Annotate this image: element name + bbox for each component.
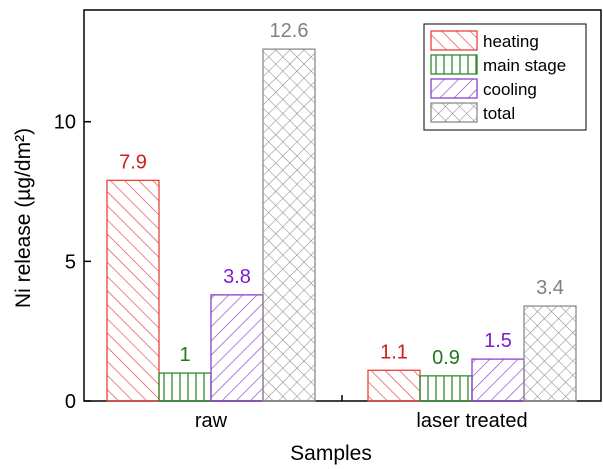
bars-group <box>106 48 577 402</box>
data-label: 3.8 <box>223 266 251 288</box>
data-label: 7.9 <box>119 151 147 173</box>
bar-heating-laser-treated <box>367 369 421 402</box>
y-tick-label: 10 <box>54 112 76 134</box>
data-label: 1.5 <box>484 330 512 352</box>
x-axis: raw laser treated <box>195 395 528 432</box>
legend-label: heating <box>483 32 539 51</box>
x-tick-label: laser treated <box>416 410 527 432</box>
legend: heating main stage cooling total <box>423 23 587 131</box>
bar-cooling-laser-treated <box>471 358 525 402</box>
bar-main-stage-laser-treated <box>419 375 473 402</box>
legend-label: total <box>483 104 515 123</box>
bar-main-stage-raw <box>158 372 212 402</box>
y-axis-title: Ni release (µg/dm²) <box>12 128 35 308</box>
y-tick-label: 5 <box>65 251 76 273</box>
legend-swatch-cooling <box>430 78 478 99</box>
x-tick-label: raw <box>195 410 228 432</box>
data-label: 1.1 <box>380 341 408 363</box>
data-label: 1 <box>179 344 190 366</box>
legend-swatch-total <box>430 102 478 123</box>
y-axis: 0 5 10 <box>54 112 91 413</box>
legend-label: cooling <box>483 80 537 99</box>
data-label: 3.4 <box>536 277 564 299</box>
bar-total-laser-treated <box>523 305 577 402</box>
bar-cooling-raw <box>210 294 264 402</box>
data-label: 0.9 <box>432 347 460 369</box>
legend-label: main stage <box>483 56 566 75</box>
y-tick-label: 0 <box>65 391 76 413</box>
bar-total-raw <box>262 48 316 402</box>
x-axis-title: Samples <box>290 442 372 465</box>
legend-swatch-heating <box>430 30 478 51</box>
legend-swatch-main-stage <box>430 54 478 75</box>
bar-heating-raw <box>106 179 160 402</box>
data-label: 12.6 <box>270 20 309 42</box>
data-labels-group: 7.9 1 3.8 12.6 1.1 0.9 1.5 3.4 <box>119 20 564 369</box>
